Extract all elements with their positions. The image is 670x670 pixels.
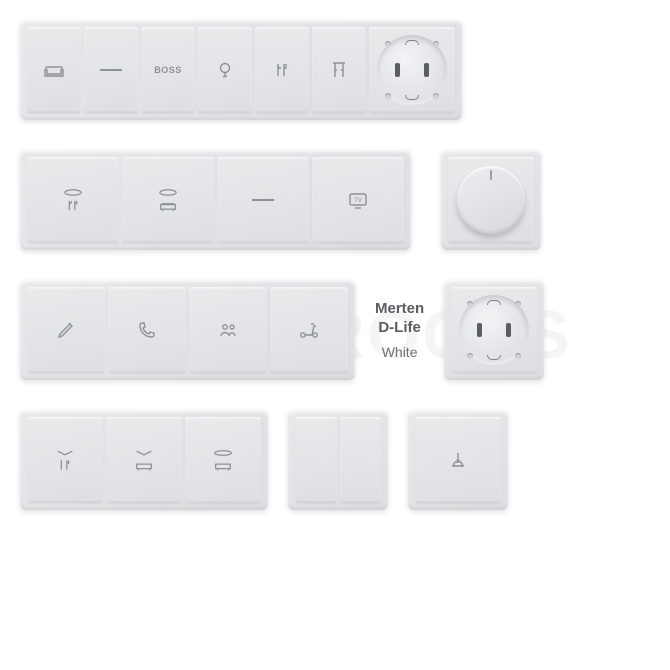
dimmer-knob[interactable] [448,157,534,243]
dining-down-icon [54,449,76,471]
pen-icon [54,318,78,342]
sofa-ceiling-button[interactable] [122,157,214,243]
scooter-icon [297,318,321,342]
curtain-button[interactable] [312,27,366,113]
dining-ceiling-button[interactable] [27,157,119,243]
dining-icon [270,58,294,82]
phone-icon [135,318,159,342]
outlet-icon [377,35,447,105]
led-strip-icon [100,69,122,71]
outlet-single-icon [459,295,529,365]
outlet-single[interactable] [451,287,537,373]
scooter-button[interactable] [270,287,348,373]
sofa-ceiling-icon-2 [212,449,234,471]
rocker-left[interactable] [295,417,337,503]
outlet-module[interactable] [369,27,455,113]
tv-button[interactable]: TV [312,157,404,243]
sofa-ceiling-button-2[interactable] [185,417,261,503]
plate-outlet-single [444,280,544,380]
brand-text: Merten [375,300,424,317]
plate-double-rocker [288,410,388,510]
sofa-icon [42,58,66,82]
color-text: White [382,344,418,360]
sofa-ceiling-icon [157,188,179,212]
dining-down-button[interactable] [27,417,103,503]
dining-ceiling-icon [62,188,84,212]
bulb-icon [213,58,237,82]
boss-label: BOSS [154,65,182,75]
row-4 [20,410,650,510]
plate-6gang-outlet: BOSS [20,20,462,120]
pen-button[interactable] [27,287,105,373]
plate-4gang-narrow [20,280,355,380]
people-button[interactable] [189,287,267,373]
plate-4gang-wide: TV [20,150,411,250]
plate-3gang [20,410,268,510]
product-label: Merten D-Life White [375,300,424,360]
row-2: TV [20,150,650,250]
sofa-down-icon [133,449,155,471]
sofa-down-button[interactable] [106,417,182,503]
sofa-button[interactable] [27,27,81,113]
tv-icon: TV [346,188,370,212]
svg-text:TV: TV [354,198,362,204]
boss-button[interactable]: BOSS [141,27,195,113]
led-strip-button[interactable] [84,27,138,113]
bulb-button[interactable] [198,27,252,113]
people-icon [216,318,240,342]
led-strip-icon-2 [252,199,274,201]
rocker-right[interactable] [340,417,382,503]
row-3: Merten D-Life White [20,280,650,380]
dining-button[interactable] [255,27,309,113]
phone-button[interactable] [108,287,186,373]
line-text: D-Life [378,319,421,336]
plate-dimmer [441,150,541,250]
sensor-icon [446,448,470,472]
plate-sensor [408,410,508,510]
dimmer-icon [457,166,525,234]
panel-canvas: BOSS [20,20,650,650]
curtain-icon [327,58,351,82]
led-strip-button-2[interactable] [217,157,309,243]
sensor-button[interactable] [415,417,501,503]
row-1: BOSS [20,20,650,120]
